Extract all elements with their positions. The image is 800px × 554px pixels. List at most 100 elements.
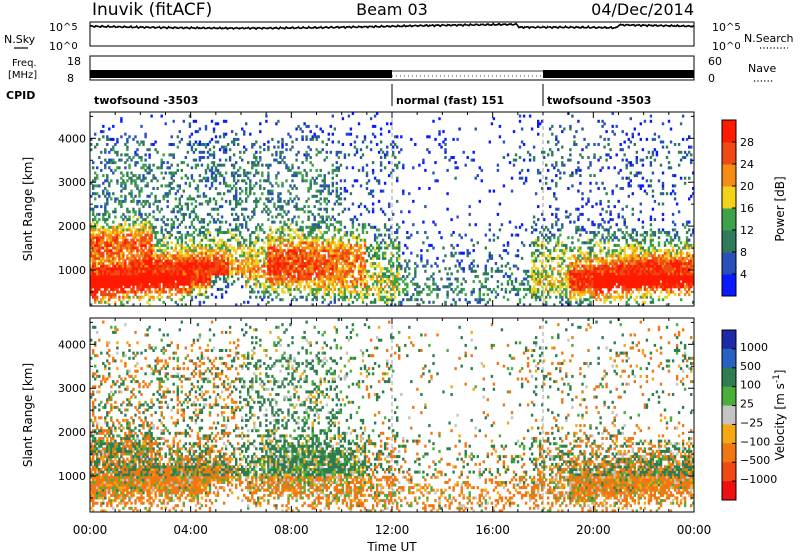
scatter-cell <box>198 285 202 289</box>
scatter-cell <box>506 262 510 265</box>
scatter-cell <box>375 277 379 281</box>
scatter-cell <box>522 303 526 307</box>
scatter-cell <box>339 246 343 250</box>
scatter-cell <box>222 249 226 253</box>
scatter-cell <box>363 282 367 286</box>
scatter-cell <box>230 267 234 271</box>
scatter-cell <box>120 181 123 185</box>
scatter-cell <box>124 236 127 240</box>
scatter-cell <box>202 264 206 268</box>
scatter-cell <box>200 282 204 286</box>
scatter-cell <box>480 282 484 286</box>
scatter-cell <box>198 256 202 260</box>
scatter-cell <box>116 181 119 185</box>
scatter-cell <box>226 249 230 253</box>
scatter-cell <box>204 272 208 276</box>
scatter-cell <box>251 267 254 271</box>
scatter-cell <box>249 132 252 136</box>
scatter-cell <box>188 181 192 185</box>
scatter-cell <box>379 163 383 167</box>
scatter-cell <box>206 282 210 286</box>
scatter-cell <box>154 285 157 289</box>
scatter-cell <box>410 137 413 141</box>
scatter-cell <box>355 285 359 289</box>
scatter-cell <box>291 275 294 278</box>
scatter-cell <box>351 262 355 265</box>
scatter-cell <box>432 280 435 284</box>
scatter-cell <box>428 293 431 297</box>
scatter-cell <box>402 166 405 170</box>
scatter-cell <box>90 280 93 284</box>
scatter-cell <box>476 264 480 268</box>
scatter-cell <box>359 243 363 247</box>
scatter-cell <box>200 249 204 253</box>
scatter-cell <box>263 207 266 211</box>
scatter-cell <box>365 163 369 167</box>
scatter-cell <box>164 277 167 281</box>
scatter-cell <box>530 225 534 229</box>
scatter-cell <box>317 269 320 273</box>
scatter-cell <box>335 153 339 157</box>
scatter-cell <box>305 174 308 178</box>
scatter-cell <box>92 269 95 273</box>
scatter-cell <box>438 130 441 134</box>
scatter-cell <box>289 223 292 227</box>
scatter-cell <box>329 150 333 154</box>
scatter-cell <box>277 197 280 201</box>
scatter-cell <box>428 300 431 304</box>
scatter-cell <box>303 254 306 258</box>
scatter-cell <box>100 236 103 240</box>
scatter-cell <box>545 233 548 237</box>
scatter-cell <box>150 249 153 253</box>
scatter-cell <box>118 262 121 265</box>
scatter-cell <box>345 251 349 255</box>
scatter-cell <box>263 287 266 291</box>
scatter-cell <box>232 280 236 284</box>
scatter-cell <box>383 290 387 294</box>
scatter-cell <box>247 215 250 219</box>
scatter-cell <box>214 207 218 211</box>
scatter-cell <box>357 249 361 253</box>
scatter-cell <box>379 156 383 159</box>
scatter-cell <box>162 220 165 224</box>
scatter-cell <box>418 290 421 294</box>
scatter-cell <box>116 264 119 268</box>
scatter-cell <box>102 241 105 245</box>
scatter-cell <box>120 254 123 258</box>
scatter-cell <box>351 300 355 304</box>
scatter-cell <box>166 282 169 286</box>
scatter-cell <box>353 140 357 144</box>
scatter-cell <box>496 267 500 271</box>
scatter-cell <box>251 187 254 190</box>
scatter-cell <box>321 280 324 284</box>
scatter-cell <box>154 277 157 281</box>
scatter-cell <box>128 156 131 159</box>
scatter-cell <box>381 251 385 255</box>
scatter-cell <box>319 272 322 276</box>
scatter-cell <box>239 233 242 237</box>
scatter-cell <box>460 290 463 294</box>
scatter-cell <box>269 163 272 167</box>
scatter-cell <box>488 189 492 193</box>
scatter-cell <box>514 233 518 237</box>
scatter-cell <box>506 298 510 302</box>
scatter-cell <box>156 241 159 245</box>
scatter-cell <box>313 262 316 265</box>
scatter-cell <box>148 249 151 253</box>
scatter-cell <box>547 140 550 144</box>
scatter-cell <box>295 246 298 250</box>
scatter-cell <box>118 290 121 294</box>
scatter-cell <box>297 249 300 253</box>
scatter-cell <box>349 285 353 289</box>
scatter-cell <box>102 254 105 258</box>
scatter-cell <box>239 192 242 196</box>
scatter-cell <box>224 249 228 253</box>
scatter-cell <box>104 290 107 294</box>
scatter-cell <box>122 275 125 278</box>
cpid-label: CPID <box>6 89 35 102</box>
scatter-cell <box>130 241 133 245</box>
scatter-cell <box>214 264 218 268</box>
scatter-cell <box>192 262 196 265</box>
scatter-cell <box>98 259 101 263</box>
scatter-cell <box>194 262 198 265</box>
